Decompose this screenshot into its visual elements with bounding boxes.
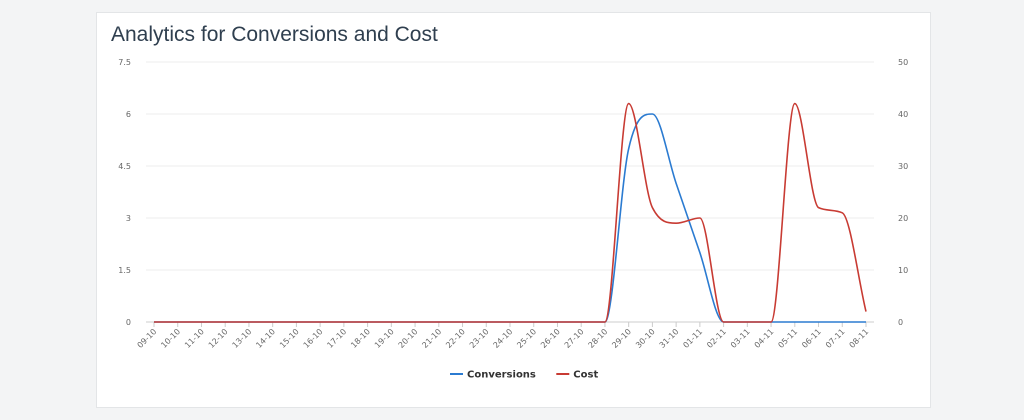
- x-tick-label: 28-10: [587, 327, 610, 350]
- x-tick-label: 01-11: [681, 327, 704, 350]
- x-tick-label: 26-10: [539, 327, 562, 350]
- left-tick-label: 4.5: [118, 162, 131, 171]
- x-tick-label: 29-10: [610, 327, 633, 350]
- x-tick-label: 07-11: [824, 327, 847, 350]
- x-tick-label: 23-10: [468, 327, 491, 350]
- x-tick-label: 21-10: [420, 327, 443, 350]
- x-tick-label: 14-10: [254, 327, 277, 350]
- x-tick-label: 15-10: [278, 327, 301, 350]
- x-tick-label: 09-10: [136, 327, 159, 350]
- series-line-cost: [154, 102, 867, 323]
- right-tick-label: 30: [898, 162, 908, 171]
- x-tick-label: 03-11: [729, 327, 752, 350]
- legend-item-conversions[interactable]: Conversions: [467, 370, 536, 381]
- legend[interactable]: Conversions Cost: [450, 370, 598, 381]
- right-tick-label: 20: [898, 214, 908, 223]
- left-tick-label: 6: [126, 110, 131, 119]
- x-tick-label: 27-10: [563, 327, 586, 350]
- x-axis: 09-10 10-10 11-10 12-10 13-10 14-10 15-10 16-10…: [136, 322, 871, 350]
- right-tick-label: 40: [898, 110, 908, 119]
- x-tick-label: 11-10: [183, 327, 206, 350]
- left-tick-label: 7.5: [118, 58, 131, 67]
- series-lines: [154, 102, 867, 323]
- x-tick-label: 30-10: [634, 327, 657, 350]
- x-tick-label: 13-10: [231, 327, 254, 350]
- chart-title: Analytics for Conversions and Cost: [111, 23, 438, 46]
- x-tick-label: 20-10: [397, 327, 420, 350]
- chart-card: Analytics for Conversions and Cost: [96, 12, 931, 408]
- x-tick-label: 05-11: [776, 327, 799, 350]
- right-tick-label: 50: [898, 58, 908, 67]
- right-axis: 0 10 20 30 40 50: [898, 58, 908, 327]
- x-tick-label: 22-10: [444, 327, 467, 350]
- x-tick-label: 10-10: [159, 327, 182, 350]
- left-tick-label: 0: [126, 318, 131, 327]
- x-tick-label: 02-11: [705, 327, 728, 350]
- x-tick-label: 08-11: [848, 327, 871, 350]
- x-tick-label: 16-10: [302, 327, 325, 350]
- x-tick-label: 06-11: [800, 327, 823, 350]
- x-tick-label: 12-10: [207, 327, 230, 350]
- right-tick-label: 0: [898, 318, 903, 327]
- x-tick-label: 19-10: [373, 327, 396, 350]
- x-tick-label: 24-10: [492, 327, 515, 350]
- x-tick-label: 18-10: [349, 327, 372, 350]
- left-tick-label: 1.5: [118, 266, 131, 275]
- right-tick-label: 10: [898, 266, 908, 275]
- grid-lines: [146, 61, 874, 323]
- x-tick-label: 04-11: [753, 327, 776, 350]
- x-tick-label: 31-10: [658, 327, 681, 350]
- left-tick-label: 3: [126, 214, 131, 223]
- x-tick-label: 25-10: [515, 327, 538, 350]
- left-axis: 0 1.5 3 4.5 6 7.5: [118, 58, 131, 327]
- x-tick-label: 17-10: [325, 327, 348, 350]
- legend-item-cost[interactable]: Cost: [573, 370, 598, 381]
